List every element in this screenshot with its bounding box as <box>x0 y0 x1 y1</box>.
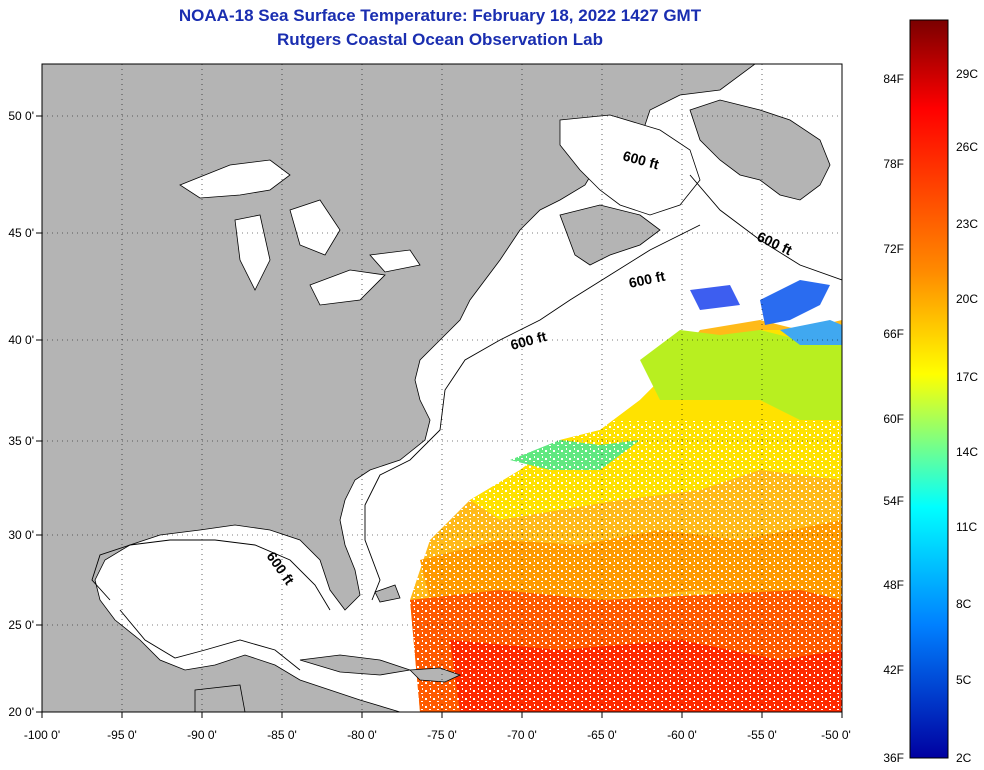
colorbar-f-label: 36F <box>883 751 904 765</box>
lon-tick-label: -50 0' <box>821 728 851 742</box>
contour-label-600ft: 600 ft <box>627 268 666 291</box>
colorbar-f-label: 60F <box>883 412 904 426</box>
colorbar-f-label: 48F <box>883 578 904 592</box>
isobath-contours <box>91 174 842 671</box>
sst-swath <box>410 280 842 712</box>
colorbar-c-label: 5C <box>956 673 972 687</box>
colorbar-c-label: 2C <box>956 751 972 765</box>
lat-tick-label: 20 0' <box>8 705 34 719</box>
lat-tick-label: 40 0' <box>8 333 34 347</box>
colorbar-c-label: 8C <box>956 597 972 611</box>
colorbar-c-label: 14C <box>956 445 978 459</box>
colorbar-f-label: 78F <box>883 157 904 171</box>
gulf-of-st-lawrence <box>559 114 701 216</box>
colorbar-c-label: 11C <box>956 520 977 534</box>
north-america-land <box>42 64 756 712</box>
map-subtitle: Rutgers Coastal Ocean Observation Lab <box>277 30 603 49</box>
newfoundland-land <box>689 99 831 201</box>
great-lakes <box>179 159 421 306</box>
lon-tick-label: -60 0' <box>667 728 697 742</box>
colorbar-c-label: 23C <box>956 217 978 231</box>
lat-tick-label: 45 0' <box>8 226 34 240</box>
axis-ticks <box>36 115 843 718</box>
colorbar-f-label: 66F <box>883 327 904 341</box>
lat-tick-label: 35 0' <box>8 434 34 448</box>
colorbar-c-label: 29C <box>956 67 978 81</box>
colorbar-c-label: 26C <box>956 140 978 154</box>
colorbar-c-label: 20C <box>956 292 978 306</box>
lon-tick-label: -75 0' <box>427 728 457 742</box>
lon-tick-label: -95 0' <box>107 728 137 742</box>
caribbean-land <box>194 584 462 712</box>
colorbar-c-label: 17C <box>956 370 978 384</box>
lon-tick-label: -100 0' <box>24 728 60 742</box>
colorbar-f-label: 72F <box>883 242 904 256</box>
colorbar-f-label: 84F <box>883 72 904 86</box>
sst-colorbar <box>909 19 949 759</box>
lat-tick-label: 30 0' <box>8 528 34 542</box>
lon-tick-label: -90 0' <box>187 728 217 742</box>
lon-tick-label: -85 0' <box>267 728 297 742</box>
lon-tick-label: -70 0' <box>507 728 537 742</box>
lat-tick-label: 25 0' <box>8 618 34 632</box>
map-title: NOAA-18 Sea Surface Temperature: Februar… <box>178 6 702 25</box>
lon-tick-label: -65 0' <box>587 728 617 742</box>
lon-tick-label: -55 0' <box>747 728 777 742</box>
nova-scotia-land <box>559 204 661 266</box>
colorbar-f-label: 42F <box>883 663 904 677</box>
lon-tick-label: -80 0' <box>347 728 377 742</box>
graticule <box>42 64 842 712</box>
colorbar-f-label: 54F <box>883 494 904 508</box>
lat-tick-label: 50 0' <box>8 109 34 123</box>
